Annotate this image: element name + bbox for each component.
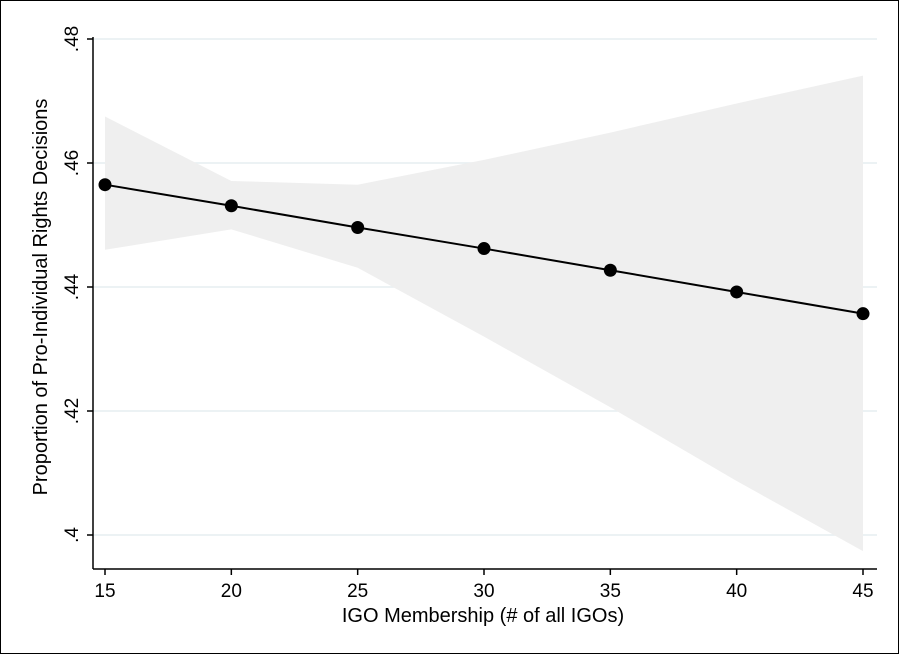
y-tick-label: .42 <box>62 398 83 424</box>
y-tick-label: .48 <box>62 26 83 52</box>
y-tick-label: .4 <box>62 527 83 543</box>
x-tick-label: 15 <box>94 581 115 602</box>
y-tick-label: .46 <box>62 150 83 176</box>
x-tick-label: 25 <box>347 581 368 602</box>
x-tick-label: 45 <box>852 581 873 602</box>
data-point <box>603 263 617 277</box>
x-tick-label: 20 <box>221 581 242 602</box>
data-point <box>856 307 870 321</box>
x-tick-label: 35 <box>600 581 621 602</box>
series-markers <box>98 178 870 321</box>
y-axis-ticks: .4 .42 .44 .46 .48 <box>62 26 93 543</box>
x-tick-label: 30 <box>473 581 494 602</box>
x-axis-ticks: 15 20 25 30 35 40 45 <box>94 569 874 602</box>
axes <box>92 37 877 570</box>
x-tick-label: 40 <box>726 581 747 602</box>
confidence-interval-band <box>105 75 863 552</box>
x-axis-title: IGO Membership (# of all IGOs) <box>342 605 624 627</box>
data-point <box>477 242 491 256</box>
y-axis-title: Proportion of Pro-Individual Rights Deci… <box>30 99 52 496</box>
confidence-band <box>105 75 863 552</box>
data-point <box>224 199 238 213</box>
y-tick-label: .44 <box>62 273 83 300</box>
data-point <box>98 178 112 192</box>
data-point <box>730 285 744 299</box>
data-point <box>351 220 365 234</box>
